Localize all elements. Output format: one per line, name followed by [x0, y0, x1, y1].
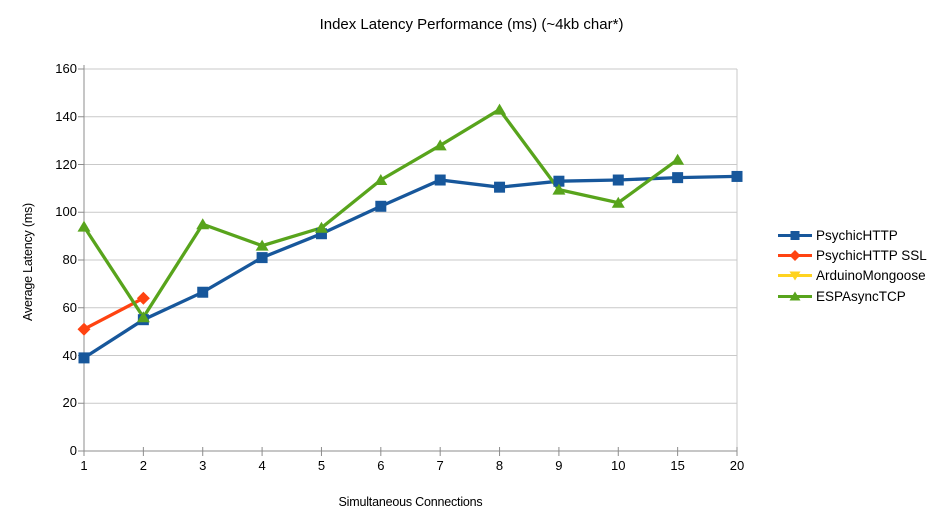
series-marker-ESPAsyncTCP: [552, 183, 566, 195]
x-tick-label: 7: [436, 458, 444, 473]
legend-label: PsychicHTTP SSL: [816, 248, 927, 264]
series-marker-PsychicHTTP SSL: [136, 291, 150, 305]
x-tick-label: 6: [377, 458, 385, 473]
series-line-ESPAsyncTCP: [82, 107, 679, 321]
series-marker-ESPAsyncTCP: [255, 239, 269, 251]
series-marker-PsychicHTTP: [672, 172, 684, 184]
legend-marker-icon: [778, 230, 812, 240]
legend-item-PsychicHTTP SSL: PsychicHTTP SSL: [777, 245, 927, 265]
x-axis-title: Simultaneous Connections: [338, 495, 483, 509]
legend-marker-icon: [778, 291, 812, 301]
series-marker-ESPAsyncTCP: [433, 139, 447, 151]
x-tick-label: 5: [317, 458, 326, 473]
chart-title: Index Latency Performance (ms) (~4kb cha…: [319, 16, 624, 33]
series-marker-ESPAsyncTCP: [611, 196, 625, 208]
y-tick-label: 160: [55, 61, 77, 76]
series-marker-ESPAsyncTCP: [671, 153, 685, 165]
series-marker-ESPAsyncTCP: [314, 221, 328, 233]
series-marker-PsychicHTTP: [256, 252, 268, 264]
y-tick-label: 40: [62, 347, 77, 363]
series-marker-PsychicHTTP: [434, 174, 446, 186]
legend-marker-icon: [778, 271, 812, 281]
series-marker-PsychicHTTP: [494, 181, 506, 193]
legend-marker-icon: [778, 250, 812, 262]
x-tick-label: 2: [139, 458, 147, 473]
legend-item-PsychicHTTP: PsychicHTTP: [777, 225, 927, 245]
series-marker-PsychicHTTP SSL: [77, 322, 91, 336]
series-marker-PsychicHTTP: [612, 174, 624, 186]
series-marker-PsychicHTTP: [78, 352, 90, 364]
x-tick-label: 10: [611, 458, 626, 473]
series-marker-ESPAsyncTCP: [136, 311, 150, 323]
series-marker-ESPAsyncTCP: [493, 103, 507, 115]
x-tick-label: 20: [729, 458, 745, 473]
series-marker-PsychicHTTP: [731, 170, 743, 182]
x-tick-label: 15: [670, 458, 685, 473]
y-tick-label: 20: [62, 395, 77, 411]
series-marker-PsychicHTTP: [197, 286, 209, 298]
legend: PsychicHTTP PsychicHTTP SSL ArduinoMongoos…: [777, 225, 927, 307]
y-tick-label: 80: [62, 252, 77, 267]
y-tick-label: 60: [62, 299, 77, 315]
series-marker-PsychicHTTP: [375, 200, 387, 212]
x-tick-label: 8: [495, 458, 504, 473]
y-tick-label: 120: [55, 156, 77, 172]
x-tick-label: 3: [199, 458, 207, 473]
y-tick-label: 100: [55, 204, 77, 220]
legend-item-ArduinoMongoose: ArduinoMongoose: [777, 266, 927, 286]
legend-item-ESPAsyncTCP: ESPAsyncTCP: [777, 286, 927, 306]
x-tick-label: 9: [555, 458, 563, 473]
x-tick-label: 4: [258, 458, 266, 473]
x-tick-label: 1: [80, 458, 88, 473]
series-line-PsychicHTTP: [83, 174, 738, 360]
legend-label: ESPAsyncTCP: [816, 288, 906, 304]
series-marker-PsychicHTTP: [553, 175, 565, 187]
series-marker-ESPAsyncTCP: [196, 218, 210, 230]
series-marker-ESPAsyncTCP: [374, 174, 388, 186]
legend-label: PsychicHTTP: [816, 227, 898, 243]
y-tick-label: 140: [55, 108, 77, 124]
y-tick-label: 0: [69, 443, 77, 458]
series-marker-ESPAsyncTCP: [77, 220, 91, 232]
legend-label: ArduinoMongoose: [816, 268, 926, 284]
